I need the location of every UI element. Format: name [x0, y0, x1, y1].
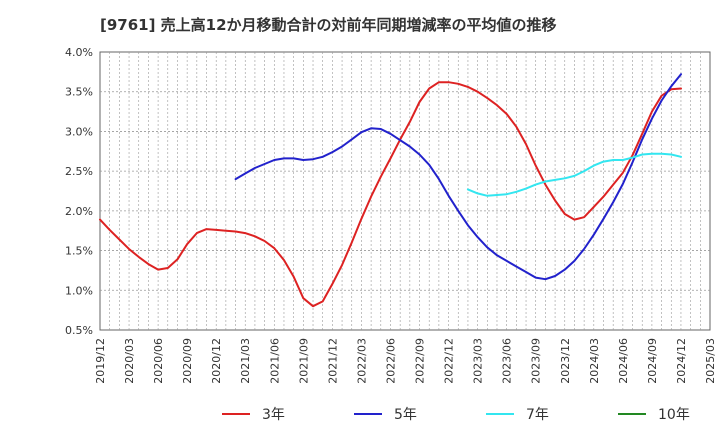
x-tick-label: 2020/03 [123, 338, 136, 384]
x-tick-label: 2023/09 [530, 338, 543, 384]
y-tick-label: 3.0% [65, 125, 93, 138]
y-tick-label: 1.0% [65, 284, 93, 297]
x-tick-label: 2022/03 [355, 338, 368, 384]
x-tick-label: 2020/12 [210, 338, 223, 384]
x-tick-label: 2021/03 [239, 338, 252, 384]
x-tick-label: 2020/06 [152, 338, 165, 384]
axes: 0.5% 1.0% 1.5% 2.0% 2.5% 3.0% 3.5% 4.0% 2019/12 2… [65, 46, 717, 384]
series-line-3年 [99, 81, 682, 308]
y-tick-label: 1.5% [65, 245, 93, 258]
legend-label: 5年 [394, 407, 417, 423]
x-tick-label: 2023/12 [559, 338, 572, 384]
x-tick-label: 2022/09 [414, 338, 427, 384]
x-tick-label: 2024/12 [675, 338, 688, 384]
x-tick-label: 2022/12 [443, 338, 456, 384]
x-tick-label: 2024/09 [646, 338, 659, 384]
series-line-7年 [466, 152, 682, 197]
y-tick-label: 2.0% [65, 205, 93, 218]
legend-label: 10年 [658, 407, 690, 423]
y-tick-label: 0.5% [65, 324, 93, 337]
series-line-5年 [234, 73, 682, 281]
legend-label: 3年 [262, 407, 285, 423]
y-tick-label: 3.5% [65, 86, 93, 99]
legend: 3年 5年 7年 10年 [222, 407, 690, 423]
x-tick-label: 2019/12 [94, 338, 107, 384]
x-tick-label: 2025/03 [704, 338, 717, 384]
x-tick-label: 2023/06 [501, 338, 514, 384]
x-tick-label: 2021/09 [297, 338, 310, 384]
x-tick-label: 2023/03 [472, 338, 485, 384]
legend-label: 7年 [526, 407, 549, 423]
series-lines [99, 73, 682, 308]
x-tick-label: 2024/06 [617, 338, 630, 384]
x-tick-label: 2021/06 [268, 338, 281, 384]
x-tick-label: 2022/06 [384, 338, 397, 384]
x-tick-label: 2021/12 [326, 338, 339, 384]
y-tick-label: 4.0% [65, 46, 93, 59]
y-tick-label: 2.5% [65, 165, 93, 178]
chart-title: [9761] 売上高12か月移動合計の対前年同期増減率の平均値の推移 [100, 16, 557, 34]
x-tick-label: 2020/09 [181, 338, 194, 384]
x-tick-label: 2024/03 [588, 338, 601, 384]
